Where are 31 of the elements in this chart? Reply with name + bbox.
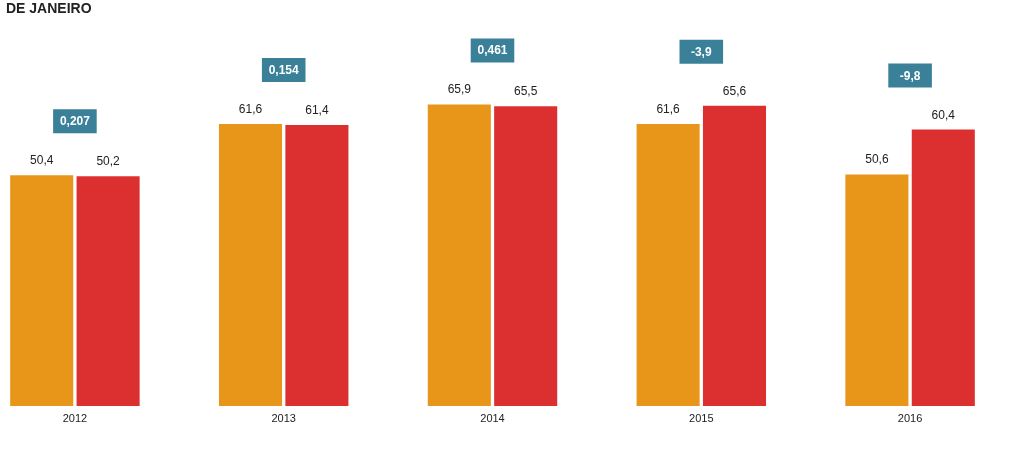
text: -9,8	[899, 68, 921, 83]
annotation: 0,207	[59, 114, 91, 129]
data-label: 65,9	[447, 82, 472, 97]
bar	[845, 174, 909, 406]
text: 0,461	[477, 43, 508, 58]
data-label: 61,6	[238, 102, 263, 117]
chart-title: DE JANEIRO	[6, 0, 92, 16]
bar	[76, 176, 140, 406]
data-label: 65,5	[514, 84, 538, 99]
bar	[702, 105, 767, 406]
bar	[218, 124, 283, 406]
x-tick-label: 2016	[897, 411, 923, 424]
data-label: 65,6	[722, 83, 747, 98]
x-tick-label: 2014	[480, 411, 505, 424]
x-tick-label: 2012	[62, 411, 88, 424]
bar	[10, 175, 74, 406]
data-label: 61,4	[305, 103, 329, 118]
bar	[494, 106, 558, 406]
x-tick-label: 2013	[271, 411, 296, 424]
bar	[636, 124, 700, 406]
text: -3,9	[690, 44, 712, 59]
data-label: 61,6	[656, 102, 681, 117]
bar	[427, 104, 491, 406]
data-label: 50,4	[30, 153, 54, 168]
data-label: 60,4	[931, 107, 956, 122]
text: 0,154	[268, 63, 300, 78]
data-label: 50,6	[865, 152, 889, 167]
data-label: 50,2	[96, 154, 121, 169]
x-tick-label: 2015	[689, 411, 714, 424]
bar	[285, 125, 349, 406]
bar	[911, 129, 975, 406]
